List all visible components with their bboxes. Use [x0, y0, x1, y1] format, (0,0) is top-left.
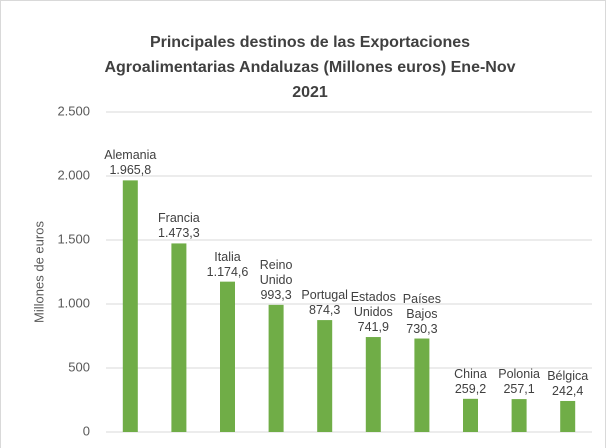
- y-tick-label: 2.000: [57, 167, 90, 182]
- data-label-box: Francia 1.473,3: [149, 179, 209, 241]
- data-label-box: Portugal 874,3: [295, 256, 355, 318]
- data-label-box: China 259,2: [441, 335, 501, 397]
- category-label: Portugal: [301, 288, 348, 303]
- category-label: China: [454, 366, 487, 381]
- y-tick-label: 2.500: [57, 103, 90, 118]
- value-label: 259,2: [454, 381, 487, 396]
- value-label: 1.473,3: [158, 226, 200, 241]
- bar: [122, 180, 138, 432]
- value-label: 730,3: [406, 321, 438, 336]
- category-label: Polonia: [498, 367, 540, 382]
- category-label: Italia: [214, 249, 241, 264]
- bar: [511, 399, 527, 432]
- bar: [365, 337, 381, 432]
- category-label: Estados Unidos: [350, 290, 396, 320]
- value-label: 242,4: [552, 383, 584, 398]
- category-label: Alemania: [104, 148, 157, 163]
- bar: [463, 398, 478, 432]
- y-tick-label: 1.500: [57, 231, 90, 246]
- bar: [171, 243, 187, 432]
- value-label: 874,3: [309, 303, 341, 318]
- y-tick-label: 1.000: [57, 295, 90, 310]
- bar: [414, 338, 430, 432]
- bar: [220, 281, 235, 432]
- value-label: 1.174,6: [206, 264, 249, 279]
- bar: [560, 400, 576, 432]
- y-axis-label: Millones de euros: [31, 221, 46, 323]
- category-label: Reino Unido: [259, 257, 293, 287]
- data-label-box: Polonia 257,1: [489, 335, 549, 397]
- data-label-box: Estados Unidos 741,9: [343, 273, 403, 335]
- category-label: Francia: [158, 211, 200, 226]
- category-label: Bélgica: [547, 368, 589, 383]
- bar: [317, 320, 333, 432]
- value-label: 741,9: [357, 320, 389, 335]
- data-label-box: Alemania 1.965,8: [100, 116, 160, 178]
- data-label-box: Países Bajos 730,3: [392, 275, 452, 337]
- value-label: 993,3: [260, 287, 292, 302]
- value-label: 1.965,8: [109, 163, 152, 178]
- data-label-box: Italia 1.174,6: [198, 218, 258, 280]
- y-tick-label: 500: [68, 359, 90, 374]
- category-label: Países Bajos: [402, 291, 441, 321]
- data-label-box: Bélgica 242,4: [538, 337, 598, 399]
- chart-title: Principales destinos de las Exportacione…: [104, 34, 516, 101]
- y-tick-label: 0: [83, 423, 90, 438]
- value-label: 257,1: [503, 382, 535, 397]
- bar: [268, 304, 284, 432]
- data-label-box: Reino Unido 993,3: [246, 241, 306, 303]
